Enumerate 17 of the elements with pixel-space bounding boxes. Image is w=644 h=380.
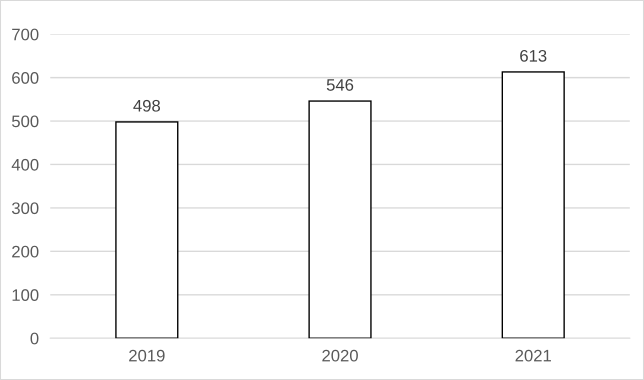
bar	[502, 71, 565, 338]
x-tick-label: 2021	[516, 350, 551, 362]
y-tick-label: 400	[12, 158, 38, 171]
y-tick-label: 500	[12, 115, 38, 128]
y-tick-label: 100	[12, 289, 38, 301]
data-label: 546	[326, 79, 354, 91]
x-tick-label: 2020	[322, 350, 358, 362]
x-tick-label: 2019	[129, 350, 165, 362]
bar	[308, 100, 372, 338]
bar	[115, 121, 178, 338]
data-label: 613	[520, 50, 546, 62]
y-tick-label: 600	[12, 72, 38, 84]
y-tick-label: 700	[12, 28, 38, 40]
data-label: 498	[133, 100, 160, 112]
y-tick-label: 200	[12, 246, 38, 258]
y-tick-label: 300	[12, 202, 38, 214]
y-tick-label: 0	[30, 332, 38, 344]
